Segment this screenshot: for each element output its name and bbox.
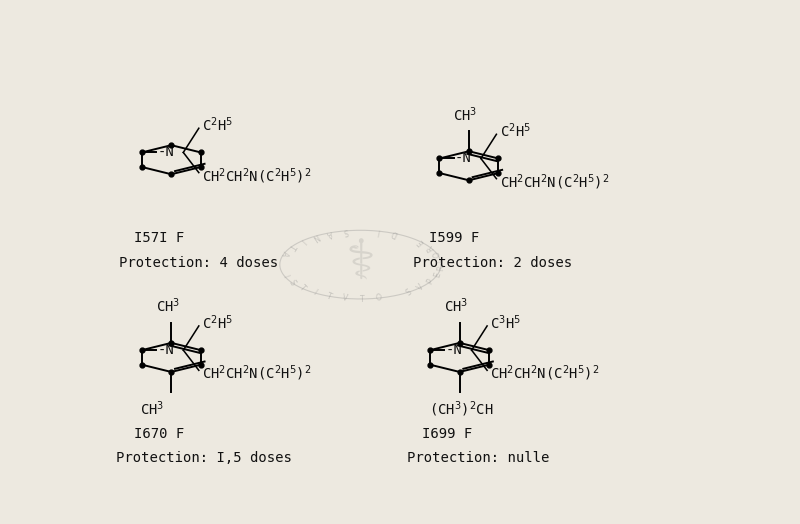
Text: T: T — [326, 291, 334, 301]
Text: E: E — [432, 271, 442, 279]
Text: T: T — [298, 283, 307, 293]
Text: E: E — [416, 237, 426, 247]
Text: S: S — [342, 226, 349, 236]
Text: I: I — [298, 237, 306, 245]
Text: I: I — [376, 226, 381, 236]
Text: V: V — [342, 293, 349, 303]
Text: C$^2$H$^5$: C$^2$H$^5$ — [202, 313, 233, 332]
Text: P: P — [426, 277, 435, 286]
Text: I699 F: I699 F — [422, 427, 473, 441]
Text: I599 F: I599 F — [429, 232, 479, 245]
Text: O: O — [432, 250, 442, 258]
Text: Protection: 4 doses: Protection: 4 doses — [118, 256, 278, 270]
Text: C$^3$H$^5$: C$^3$H$^5$ — [490, 313, 521, 332]
Text: Protection: nulle: Protection: nulle — [407, 451, 550, 465]
Text: CH$^2$CH$^2$N(C$^2$H$^5$)$^2$: CH$^2$CH$^2$N(C$^2$H$^5$)$^2$ — [202, 166, 311, 185]
Text: CH$^3$: CH$^3$ — [454, 105, 478, 124]
Text: ⚕: ⚕ — [346, 237, 375, 292]
Text: (CH$^3$)$^2$CH: (CH$^3$)$^2$CH — [429, 399, 493, 419]
Text: -N: -N — [455, 151, 472, 166]
Text: CH$^3$: CH$^3$ — [140, 399, 165, 418]
Text: I: I — [311, 289, 318, 297]
Text: Protection: I,5 doses: Protection: I,5 doses — [115, 451, 291, 465]
Text: I: I — [280, 274, 290, 279]
Text: -N: -N — [158, 146, 174, 159]
Text: Protection: 2 doses: Protection: 2 doses — [413, 256, 572, 270]
Text: I670 F: I670 F — [134, 427, 184, 441]
Text: R: R — [436, 265, 446, 271]
Text: V: V — [416, 282, 426, 292]
Text: I57I F: I57I F — [134, 232, 184, 245]
Text: T: T — [359, 294, 364, 303]
Text: CH$^3$: CH$^3$ — [156, 297, 180, 315]
Text: T: T — [287, 242, 297, 251]
Text: A: A — [279, 249, 290, 257]
Text: CH$^2$CH$^2$N(C$^2$H$^5$)$^2$: CH$^2$CH$^2$N(C$^2$H$^5$)$^2$ — [499, 172, 609, 192]
Text: -N: -N — [446, 343, 462, 357]
Text: C$^2$H$^5$: C$^2$H$^5$ — [499, 122, 530, 140]
Text: CH$^2$CH$^2$N(C$^2$H$^5$)$^2$: CH$^2$CH$^2$N(C$^2$H$^5$)$^2$ — [202, 364, 311, 384]
Text: -N: -N — [158, 343, 174, 357]
Text: R: R — [426, 243, 436, 252]
Text: S: S — [287, 278, 297, 287]
Text: N: N — [310, 231, 320, 242]
Text: D: D — [390, 228, 398, 239]
Text: S: S — [404, 287, 413, 297]
Text: O: O — [374, 293, 382, 303]
Text: C$^2$H$^5$: C$^2$H$^5$ — [202, 116, 233, 134]
Text: CH$^2$CH$^2$N(C$^2$H$^5$)$^2$: CH$^2$CH$^2$N(C$^2$H$^5$)$^2$ — [490, 364, 600, 384]
Text: I: I — [436, 259, 445, 263]
Text: CH$^3$: CH$^3$ — [444, 297, 468, 315]
Text: A: A — [326, 228, 334, 238]
